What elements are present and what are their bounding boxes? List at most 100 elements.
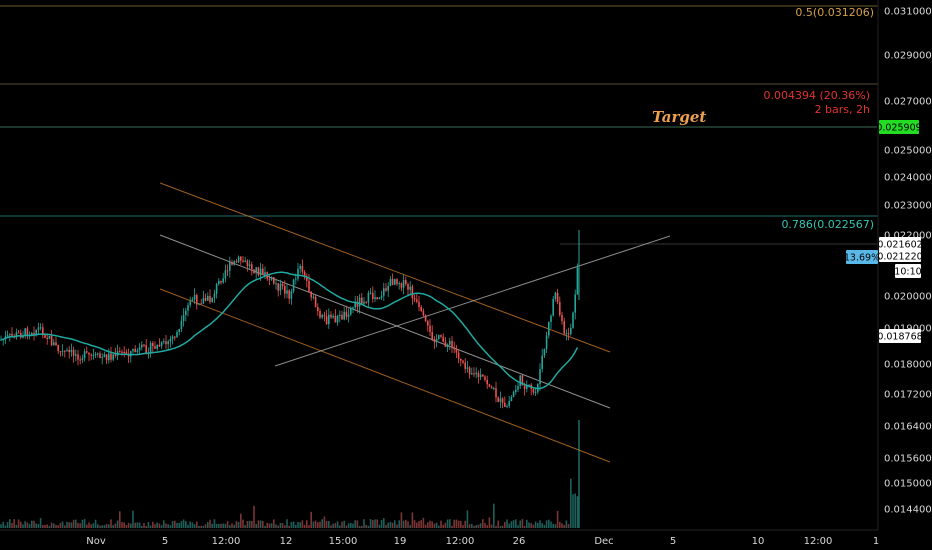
candle-body [215,284,218,294]
volume-bar [75,519,77,528]
volume-bar [328,520,330,528]
volume-bar [402,520,405,528]
breakout-trend-line [274,235,671,367]
candle-body [301,265,304,272]
volume-bar [165,523,167,528]
candle-body [314,296,317,308]
price-tick-label: 0.014400 [884,505,932,516]
volume-bar [79,523,81,528]
candle-body [226,270,229,272]
volume-bar [152,521,154,528]
volume-bar [123,522,125,528]
candle-body [389,279,392,287]
volume-bar [526,519,528,528]
candle-body [138,347,141,351]
candle-body [528,384,530,386]
volume-bar [380,519,383,528]
price-tick-label: 0.015000 [884,479,932,490]
candle-body [176,331,178,338]
volume-bar [523,525,526,528]
volume-bar [171,521,174,528]
volume-bar [290,522,293,528]
candle-body [334,315,337,323]
volume-bar [433,523,436,528]
candle-body [79,359,81,361]
candle-body [330,314,332,318]
volume-bar [477,524,480,528]
candle-body [378,297,381,300]
candle-body [475,372,477,375]
time-axis[interactable]: Nov 5 12:00 12 15:00 19 12:00 26 Dec 5 10 12:00 1 [0,529,879,547]
volume-bar [44,524,46,528]
volume-bar [453,519,455,528]
volume-bar [211,523,213,528]
candle-body [94,354,97,356]
candle-body [363,301,365,304]
candle-body [39,327,42,329]
candle-body [121,351,123,353]
candle-body [154,346,156,349]
candle-body [574,294,576,313]
volume-bar [508,523,510,528]
candle-body [119,351,121,353]
candle-body [556,292,559,302]
candle-body [339,314,341,316]
candle-body [0,339,2,341]
volume-bar [182,519,185,528]
volume-bar [356,520,359,528]
target-annotation: Target [652,108,706,126]
time-tick-label: 19 [394,536,407,547]
volume-bar [350,523,352,528]
candle-body [484,376,486,380]
volume-bar [255,524,257,528]
volume-bar [517,525,519,528]
candle-body [319,311,321,318]
candle-body [279,283,282,291]
volume-bar [215,523,218,528]
volume-bar [332,523,334,528]
candle-body [198,303,200,305]
volume-bar [545,520,548,528]
volume-bar [116,520,119,528]
candle-body [193,295,196,300]
volume-bar [576,496,579,528]
candle-body [149,343,152,354]
price-tick-label: 0.015600 [884,454,932,465]
candle-body [411,286,414,299]
candle-body [189,300,191,306]
candle-body [506,405,508,407]
volume-bar [42,525,44,528]
volume-bar [26,522,29,528]
volume-bar [55,524,57,528]
volume-bar [119,511,121,528]
price-badge-text: 0.021602 [877,240,922,251]
volume-bar [127,522,130,528]
volume-bar [17,519,20,528]
candle-body [519,375,521,386]
candle-body [369,292,372,294]
volume-bar [134,522,136,528]
candle-body [299,265,301,269]
volume-bar [174,520,176,528]
volume-bar [449,519,451,528]
candle-body [325,316,328,325]
volume-bar [68,522,70,528]
candle-body [543,349,546,356]
candle-body [6,335,9,337]
volume-bar [125,525,128,528]
volume-bar [440,520,442,528]
candle-body [55,342,57,346]
candle-body [312,296,315,298]
candle-body [400,283,403,288]
candle-body [376,297,378,300]
volume-bar [567,524,570,528]
volume-bar [178,522,180,528]
candle-body [218,280,220,285]
volume-bar [288,525,290,528]
candle-body [367,293,370,303]
candle-body [9,333,11,336]
candle-body [517,385,519,390]
candle-body [171,336,174,339]
